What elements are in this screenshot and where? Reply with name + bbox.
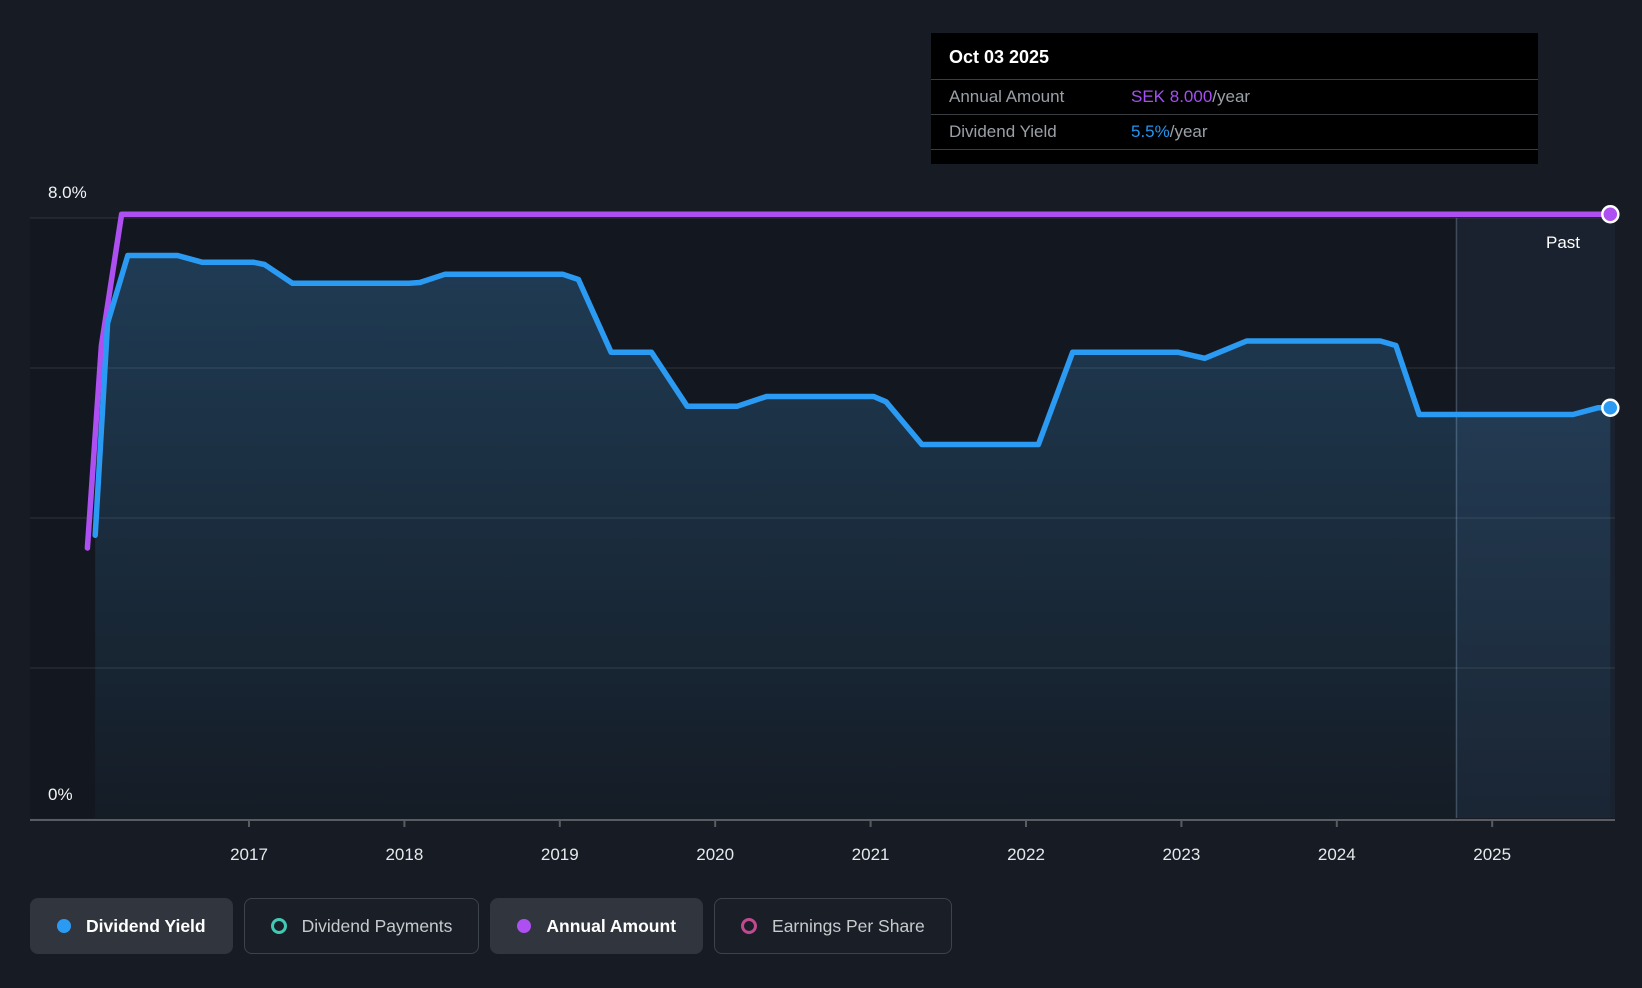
chart-tooltip: Oct 03 2025 Annual Amount SEK 8.000/year D… <box>931 33 1538 164</box>
dividend-yield-area <box>95 255 1611 818</box>
tooltip-row-label: Annual Amount <box>949 87 1065 106</box>
tooltip-date: Oct 03 2025 <box>949 47 1050 67</box>
legend-button-earnings-per-share[interactable]: Earnings Per Share <box>714 898 952 954</box>
x-axis-label-2017: 2017 <box>230 845 268 864</box>
annual-amount-line <box>84 211 1614 551</box>
legend-button-label: Earnings Per Share <box>772 915 925 936</box>
dot-marker-icon <box>517 919 532 933</box>
x-axis-label-2025: 2025 <box>1473 845 1512 864</box>
chart-legend: Dividend Yield Dividend Payments Annual Am… <box>30 898 952 954</box>
legend-button-dividend-payments[interactable]: Dividend Payments <box>243 898 480 954</box>
x-axis-label-2023: 2023 <box>1162 845 1201 864</box>
y-axis-label-bottom: 0% <box>48 785 73 804</box>
x-axis-label-2020: 2020 <box>696 845 735 864</box>
tooltip-row-annual-amount: Annual Amount SEK 8.000/year <box>931 79 1538 114</box>
tooltip-row-suffix: /year <box>1212 87 1251 106</box>
tooltip-row-suffix: /year <box>1169 122 1208 141</box>
tooltip-row-value: 5.5% <box>1131 122 1170 141</box>
past-region-label: Past <box>1545 233 1581 252</box>
tooltip-row-label: Dividend Yield <box>949 122 1057 141</box>
x-axis-label-2021: 2021 <box>851 845 890 864</box>
tooltip-row-dividend-yield: Dividend Yield 5.5%/year <box>931 114 1538 149</box>
legend-button-label: Dividend Yield <box>86 915 206 936</box>
x-axis-label-2024: 2024 <box>1317 845 1356 864</box>
legend-button-label: Dividend Payments <box>301 915 453 936</box>
past-region-overlay <box>1456 218 1615 818</box>
dividend-yield-end-marker <box>1601 398 1620 417</box>
legend-button-dividend-yield[interactable]: Dividend Yield <box>30 898 233 954</box>
ring-marker-icon <box>270 918 287 934</box>
tooltip-row-value: SEK 8.000 <box>1131 87 1213 106</box>
dividend-yield-line <box>92 252 1614 539</box>
x-axis-label-2022: 2022 <box>1007 845 1045 864</box>
legend-button-label: Annual Amount <box>546 915 677 936</box>
legend-button-annual-amount[interactable]: Annual Amount <box>490 898 704 954</box>
x-axis-label-2018: 2018 <box>385 845 424 864</box>
y-axis-label-top: 8.0% <box>48 183 87 202</box>
ring-marker-icon <box>741 918 758 934</box>
tooltip-footer-divider <box>931 149 1538 164</box>
annual-amount-end-marker <box>1601 205 1620 224</box>
dot-marker-icon <box>57 919 71 933</box>
x-axis-label-2019: 2019 <box>540 845 579 864</box>
